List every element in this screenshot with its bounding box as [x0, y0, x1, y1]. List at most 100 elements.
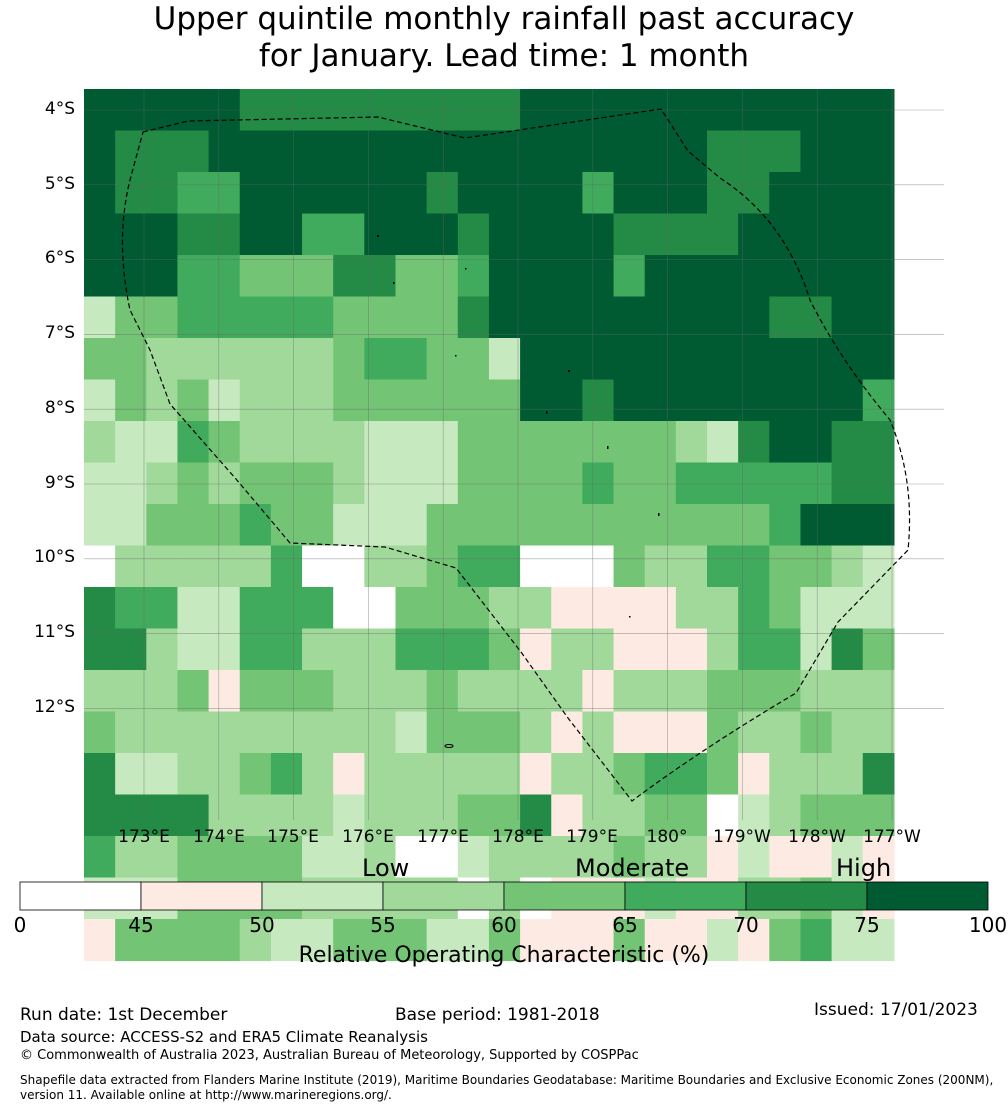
grid-cell: [551, 462, 583, 505]
grid-cell: [831, 504, 864, 547]
grid-cell: [831, 753, 864, 796]
grid-cell: [675, 338, 708, 381]
grid-cell: [84, 296, 116, 339]
grid-cell: [769, 213, 802, 256]
grid-cell: [831, 794, 864, 837]
grid-cell: [239, 670, 272, 713]
colorbar: [19, 881, 989, 911]
grid-cell: [146, 919, 179, 962]
grid-cell: [738, 213, 770, 256]
grid-cell: [862, 545, 895, 588]
grid-cell: [800, 255, 833, 298]
run-date: Run date: 1st December: [20, 1005, 228, 1025]
grid-cell: [862, 628, 895, 671]
grid-cell: [115, 462, 147, 505]
grid-cell: [333, 296, 365, 339]
grid-cell: [270, 213, 303, 256]
grid-cell: [426, 504, 459, 547]
grid-cell: [270, 296, 303, 339]
grid-cell: [644, 753, 677, 796]
grid-cell: [644, 628, 677, 671]
grid-cell: [488, 255, 521, 298]
grid-cell: [146, 545, 179, 588]
grid-cell: [177, 462, 210, 505]
colorbar-tick: 70: [733, 913, 759, 937]
grid-cell: [520, 338, 552, 381]
grid-cell: [115, 545, 147, 588]
grid-cell: [800, 130, 833, 173]
grid-cell: [302, 462, 334, 505]
grid-cell: [488, 794, 521, 837]
grid-cell: [800, 794, 833, 837]
grid-cell: [146, 379, 179, 422]
grid-cell: [520, 172, 552, 215]
grid-cell: [426, 753, 459, 796]
grid-cell: [208, 338, 241, 381]
grid-cell: [84, 711, 116, 754]
grid-cell: [707, 504, 739, 547]
lat-label-5s: 5°S: [44, 174, 75, 194]
grid-cell: [738, 296, 770, 339]
grid-cell: [644, 172, 677, 215]
grid-cell: [675, 462, 708, 505]
grid-cell: [115, 711, 147, 754]
grid-cell: [208, 628, 241, 671]
grid-cell: [239, 628, 272, 671]
grid-cell: [426, 130, 459, 173]
grid-cell: [302, 504, 334, 547]
map-title-line-1: Upper quintile monthly rainfall past acc…: [153, 1, 855, 37]
grid-cell: [488, 504, 521, 547]
grid-cell: [831, 711, 864, 754]
grid-cell: [582, 919, 615, 962]
grid-cell: [707, 753, 739, 796]
grid-cell: [707, 421, 739, 464]
grid-cell: [520, 255, 552, 298]
grid-cell: [488, 296, 521, 339]
grid-cell: [769, 587, 802, 630]
grid-cell: [333, 753, 365, 796]
grid-cell: [239, 130, 272, 173]
grid-cell: [208, 545, 241, 588]
grid-cell: [364, 794, 397, 837]
grid-cell: [613, 213, 646, 256]
grid-cell: [364, 338, 397, 381]
grid-cell: [208, 836, 241, 879]
grid-cell: [769, 670, 802, 713]
grid-cell: [551, 545, 583, 588]
grid-cell: [457, 462, 490, 505]
grid-cell: [675, 213, 708, 256]
grid-cell: [613, 130, 646, 173]
grid-cell: [177, 338, 210, 381]
grid-cell: [551, 379, 583, 422]
grid-cell: [738, 753, 770, 796]
grid-cell: [644, 587, 677, 630]
grid-cell: [302, 421, 334, 464]
grid-cell: [302, 130, 334, 173]
grid-cell: [582, 296, 615, 339]
grid-cell: [831, 670, 864, 713]
map-title-line-2: for January. Lead time: 1 month: [258, 38, 750, 74]
grid-cell: [613, 919, 646, 962]
grid-cell: [707, 172, 739, 215]
grid-cell: [769, 462, 802, 505]
grid-cell: [239, 587, 272, 630]
island: [629, 616, 631, 618]
grid-cell: [426, 421, 459, 464]
colorbar-tick: 75: [854, 913, 880, 937]
grid-cell: [675, 587, 708, 630]
grid-cell: [426, 587, 459, 630]
grid-cell: [582, 379, 615, 422]
grid-cell: [333, 794, 365, 837]
grid-cell: [333, 379, 365, 422]
grid-cell: [146, 711, 179, 754]
grid-cell: [613, 753, 646, 796]
grid-cell: [239, 213, 272, 256]
grid-cell: [862, 670, 895, 713]
grid-cell: [302, 296, 334, 339]
grid-cell: [270, 670, 303, 713]
grid-cell: [302, 379, 334, 422]
grid-cell: [551, 130, 583, 173]
grid-cell: [644, 794, 677, 837]
grid-cell: [302, 587, 334, 630]
grid-cell: [831, 919, 864, 962]
